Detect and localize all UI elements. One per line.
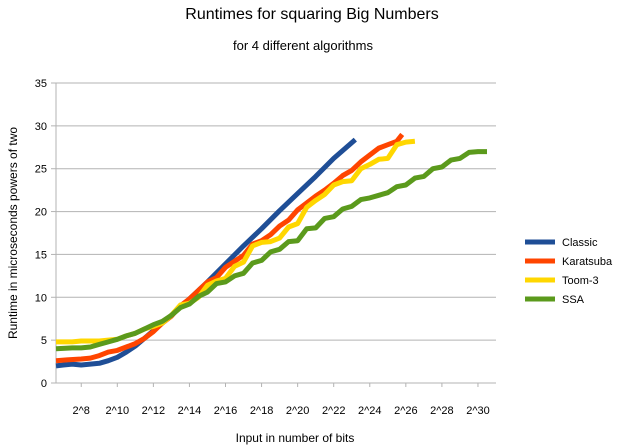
x-tick-label: 2^26: [394, 405, 418, 417]
series-line-ssa: [55, 149, 487, 352]
y-tick-label: 30: [35, 121, 47, 133]
x-tick-label: 2^8: [73, 405, 90, 417]
x-tick-label: 2^16: [214, 405, 238, 417]
series-line-classic: [55, 137, 357, 369]
y-axis-ticks: 0 5 10 15 20 25 30 35: [35, 78, 56, 390]
y-tick-label: 5: [41, 335, 47, 347]
y-tick-label: 0: [41, 378, 47, 390]
legend: Classic Karatsuba Toom-3 SSA: [525, 237, 613, 306]
x-axis-ticks: 2^8 2^10 2^12 2^14 2^16 2^18 2^20 2^22 2^24 2^26 2…: [73, 383, 490, 417]
x-tick-label: 2^24: [358, 405, 382, 417]
plot-area: [55, 132, 487, 369]
x-axis-label: Input in number of bits: [236, 431, 355, 445]
y-axis-label: Runtime in microseconds powers of two: [6, 127, 20, 339]
x-tick-label: 2^14: [178, 405, 202, 417]
chart-subtitle: for 4 different algorithms: [233, 38, 373, 53]
legend-label-karatsuba: Karatsuba: [562, 256, 613, 268]
series-line-toom-3: [56, 138, 416, 345]
x-tick-label: 2^10: [106, 405, 130, 417]
x-tick-label: 2^28: [430, 405, 454, 417]
legend-label-toom-3: Toom-3: [562, 275, 599, 287]
legend-label-classic: Classic: [562, 237, 598, 249]
x-tick-label: 2^20: [286, 405, 310, 417]
axes: [55, 83, 496, 384]
x-tick-label: 2^22: [322, 405, 346, 417]
x-tick-label: 2^18: [250, 405, 274, 417]
y-tick-label: 35: [35, 78, 47, 90]
y-tick-label: 25: [35, 164, 47, 176]
x-tick-label: 2^30: [466, 405, 490, 417]
chart-title: Runtimes for squaring Big Numbers: [185, 6, 438, 23]
legend-label-ssa: SSA: [562, 294, 585, 306]
y-tick-label: 20: [35, 207, 47, 219]
series-line-karatsuba: [55, 132, 405, 364]
y-tick-label: 10: [35, 292, 47, 304]
y-tick-label: 15: [35, 249, 47, 261]
x-tick-label: 2^12: [142, 405, 166, 417]
